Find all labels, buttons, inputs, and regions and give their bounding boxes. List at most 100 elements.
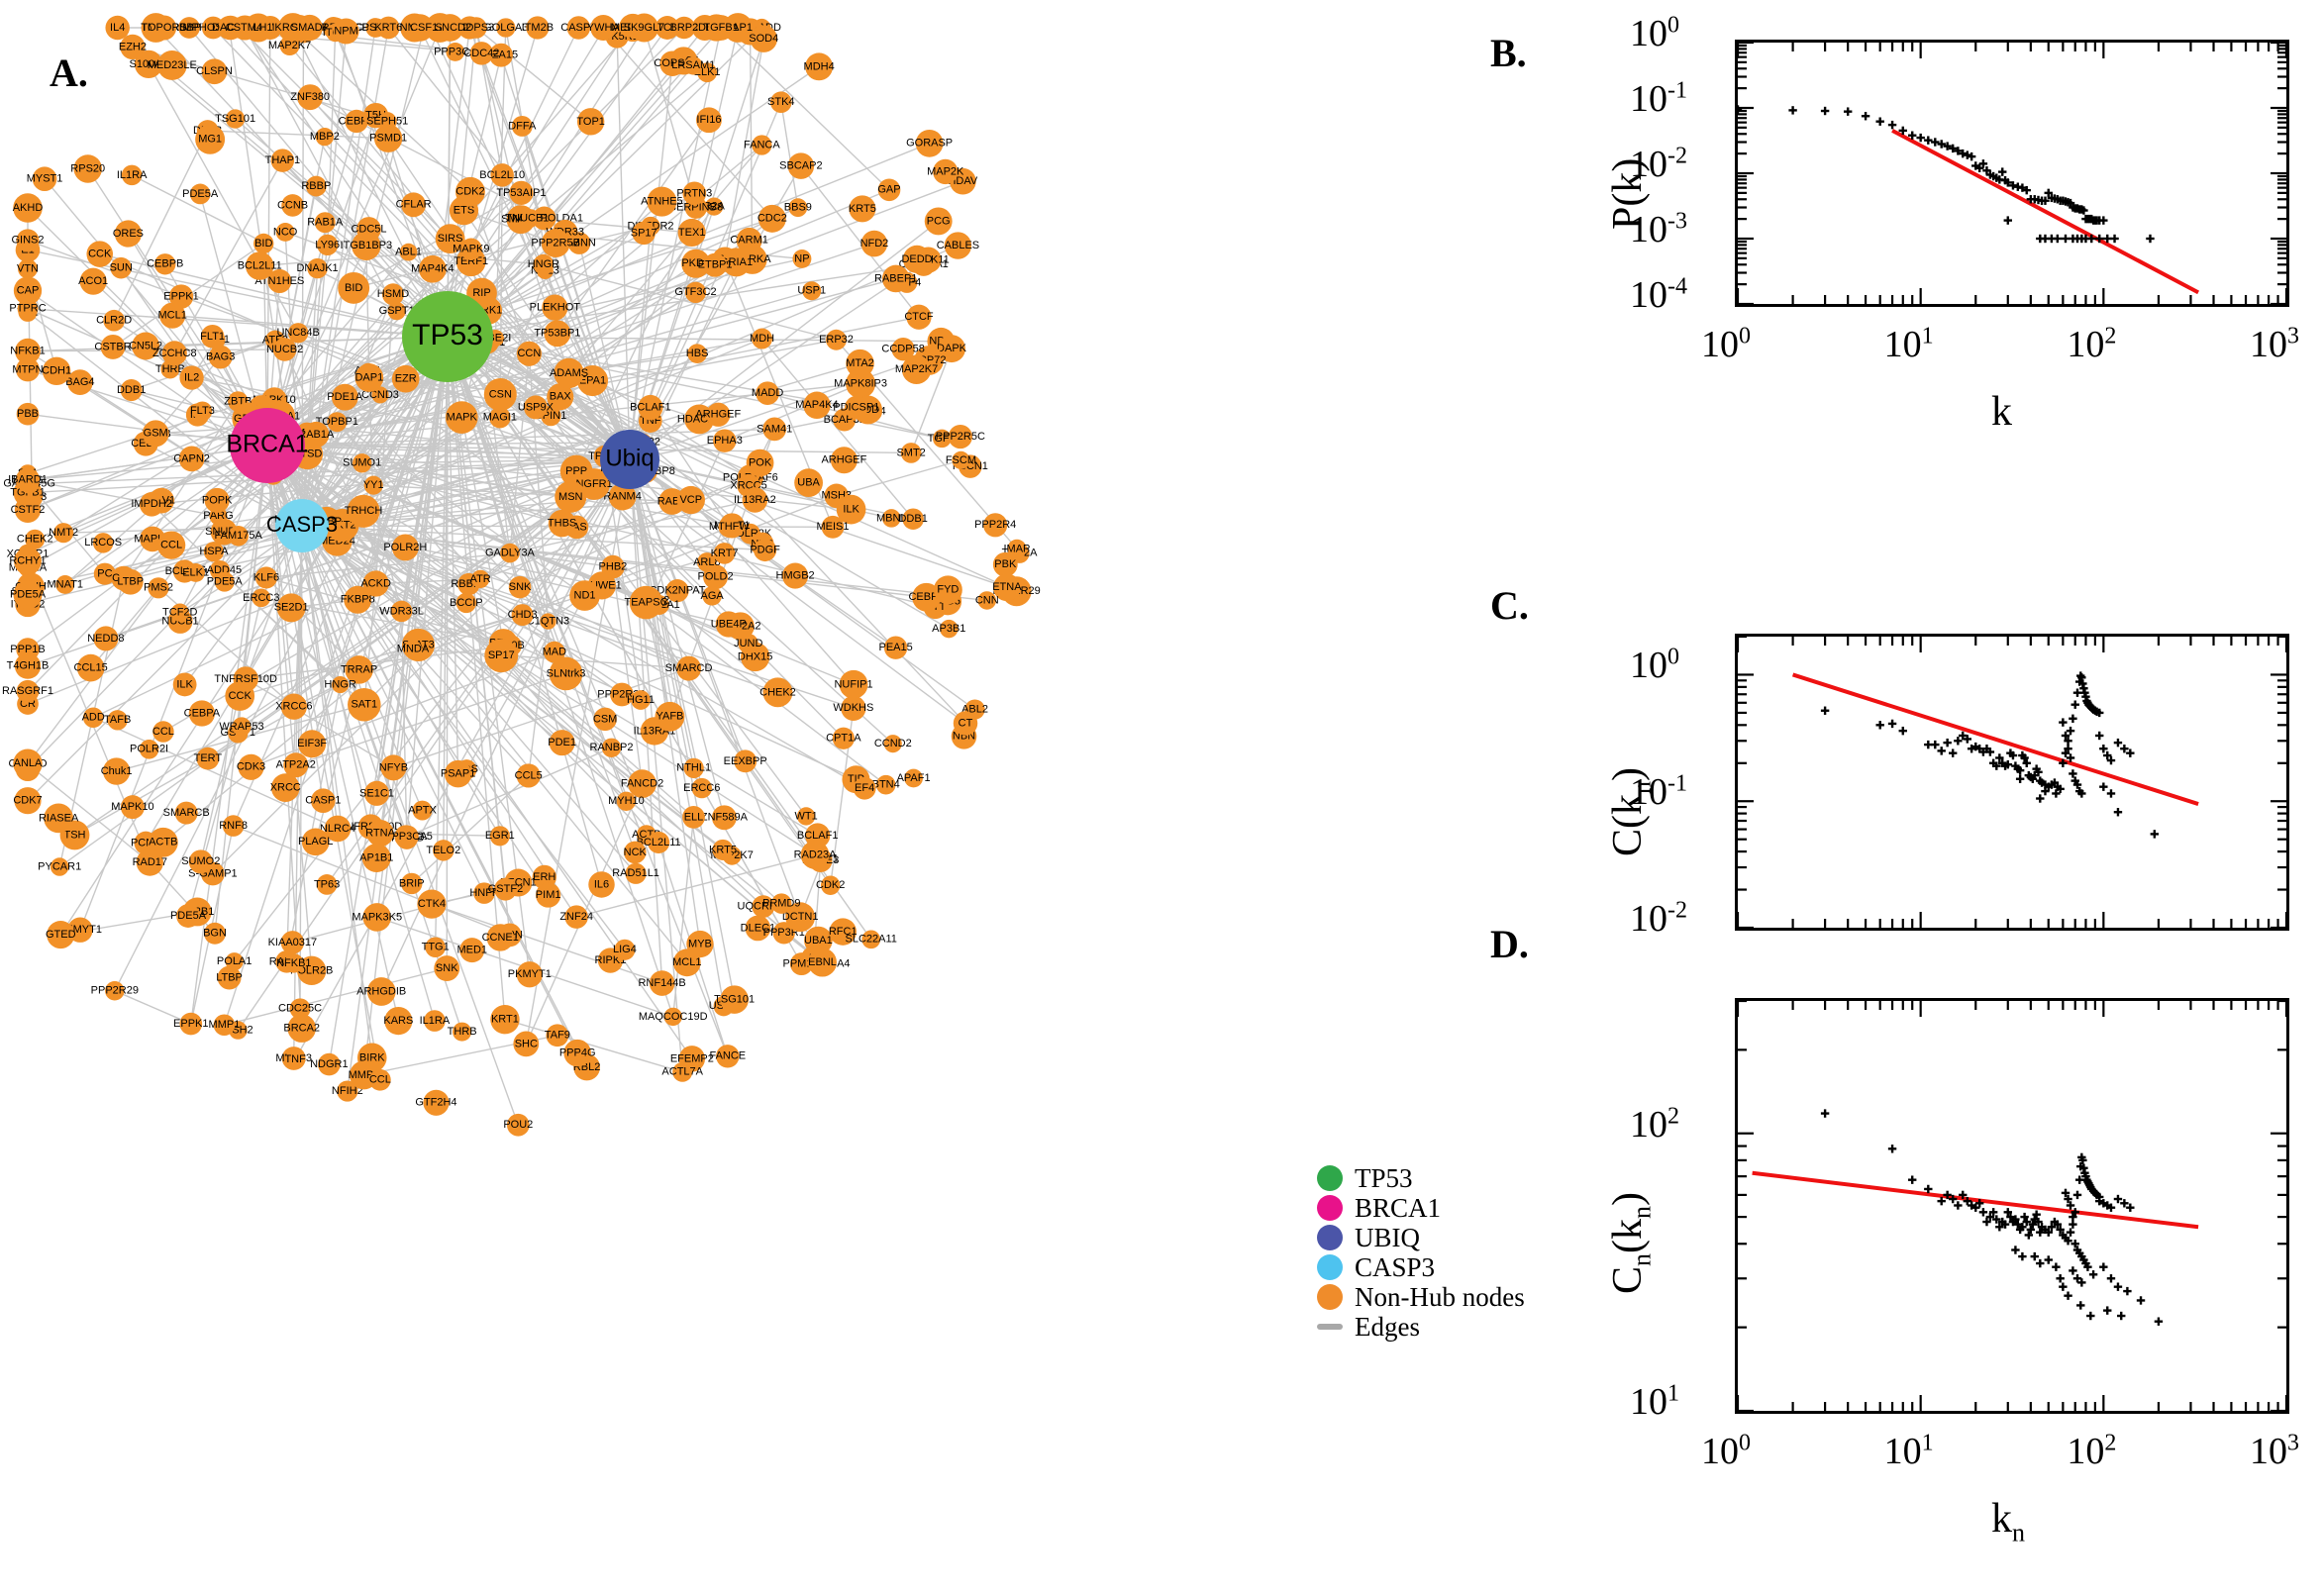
network-node[interactable] xyxy=(252,588,271,608)
network-node[interactable] xyxy=(73,154,102,183)
network-node[interactable] xyxy=(93,626,119,651)
network-node[interactable] xyxy=(296,14,323,42)
network-node[interactable] xyxy=(179,1012,203,1036)
network-node[interactable] xyxy=(284,1048,306,1070)
network-node[interactable] xyxy=(298,730,327,758)
network-node[interactable] xyxy=(546,1024,569,1047)
network-node[interactable] xyxy=(86,241,114,267)
network-node[interactable] xyxy=(933,575,962,605)
network-node[interactable] xyxy=(682,806,705,829)
network-node[interactable] xyxy=(940,619,959,639)
network-node[interactable] xyxy=(564,905,588,929)
network-node[interactable] xyxy=(629,585,663,620)
network-node[interactable] xyxy=(161,341,187,366)
network-node[interactable] xyxy=(327,412,348,433)
network-node[interactable] xyxy=(762,677,793,708)
network-node[interactable] xyxy=(853,776,876,800)
network-node[interactable] xyxy=(196,747,220,770)
network-node[interactable] xyxy=(305,175,327,197)
network-node[interactable] xyxy=(345,109,368,134)
network-node[interactable] xyxy=(576,364,609,397)
network-node[interactable] xyxy=(195,124,226,154)
network-node[interactable] xyxy=(788,198,808,218)
network-node[interactable] xyxy=(500,543,520,563)
network-node[interactable] xyxy=(333,18,359,45)
network-node[interactable] xyxy=(933,429,952,449)
network-node[interactable] xyxy=(417,889,447,919)
network-node[interactable] xyxy=(490,1004,520,1035)
network-node[interactable] xyxy=(76,653,105,682)
network-node[interactable] xyxy=(722,248,752,277)
network-node[interactable] xyxy=(105,980,125,1001)
network-node[interactable] xyxy=(13,580,43,610)
network-node[interactable] xyxy=(270,149,295,172)
network-node[interactable] xyxy=(50,857,69,876)
network-node[interactable] xyxy=(610,682,634,707)
network-node[interactable] xyxy=(826,329,847,350)
network-node[interactable] xyxy=(18,258,38,279)
network-node[interactable] xyxy=(391,534,419,561)
network-node[interactable] xyxy=(804,926,833,955)
network-node[interactable] xyxy=(516,961,543,988)
network-node[interactable] xyxy=(772,922,795,945)
network-node[interactable] xyxy=(368,1068,391,1091)
network-node[interactable] xyxy=(948,425,972,449)
network-node[interactable] xyxy=(713,429,737,452)
network-node[interactable] xyxy=(483,377,517,412)
network-node[interactable] xyxy=(647,186,677,217)
network-node[interactable] xyxy=(225,109,246,129)
network-node[interactable] xyxy=(284,953,304,973)
network-node[interactable] xyxy=(486,924,514,951)
network-node[interactable] xyxy=(588,871,615,898)
network-node[interactable] xyxy=(338,271,370,304)
network-node[interactable] xyxy=(120,34,146,60)
network-node[interactable] xyxy=(787,152,815,179)
network-node[interactable] xyxy=(540,613,556,630)
network-node[interactable] xyxy=(217,965,242,990)
network-node[interactable] xyxy=(16,402,40,426)
network-node[interactable] xyxy=(601,738,622,757)
network-node[interactable] xyxy=(469,42,494,65)
network-node[interactable] xyxy=(16,679,40,703)
network-node[interactable] xyxy=(453,1022,472,1042)
network-node[interactable] xyxy=(245,251,274,280)
network-node[interactable] xyxy=(516,763,541,788)
network-node[interactable] xyxy=(446,43,465,61)
network-node[interactable] xyxy=(391,364,420,393)
network-node[interactable] xyxy=(307,257,328,279)
network-node[interactable] xyxy=(14,787,42,815)
network-node[interactable] xyxy=(663,1007,682,1027)
network-node[interactable] xyxy=(345,655,373,684)
network-node[interactable] xyxy=(459,938,485,963)
network-node[interactable] xyxy=(188,849,213,874)
network-node[interactable] xyxy=(915,129,944,157)
network-node[interactable] xyxy=(839,669,868,699)
network-node[interactable] xyxy=(953,711,978,736)
network-node[interactable] xyxy=(47,921,75,949)
network-node[interactable] xyxy=(233,666,258,692)
network-node[interactable] xyxy=(412,800,433,821)
hub-node-tp53[interactable] xyxy=(402,291,493,382)
hub-node-casp3[interactable] xyxy=(275,499,329,552)
network-node[interactable] xyxy=(1007,539,1027,558)
network-node[interactable] xyxy=(555,480,587,513)
network-node[interactable] xyxy=(683,56,703,75)
network-node[interactable] xyxy=(434,955,460,982)
network-node[interactable] xyxy=(536,882,561,908)
network-node[interactable] xyxy=(830,447,858,474)
network-node[interactable] xyxy=(712,839,734,860)
network-node[interactable] xyxy=(593,707,617,732)
network-node[interactable] xyxy=(362,903,391,932)
network-node[interactable] xyxy=(390,600,413,623)
network-node[interactable] xyxy=(25,529,46,549)
network-node[interactable] xyxy=(110,256,132,279)
network-node[interactable] xyxy=(179,365,204,390)
network-node[interactable] xyxy=(803,391,831,420)
network-node[interactable] xyxy=(156,50,187,80)
network-node[interactable] xyxy=(687,344,707,364)
network-node[interactable] xyxy=(200,325,225,349)
network-node[interactable] xyxy=(324,815,352,843)
network-node[interactable] xyxy=(489,406,511,429)
network-node[interactable] xyxy=(576,108,605,136)
network-node[interactable] xyxy=(616,791,637,811)
